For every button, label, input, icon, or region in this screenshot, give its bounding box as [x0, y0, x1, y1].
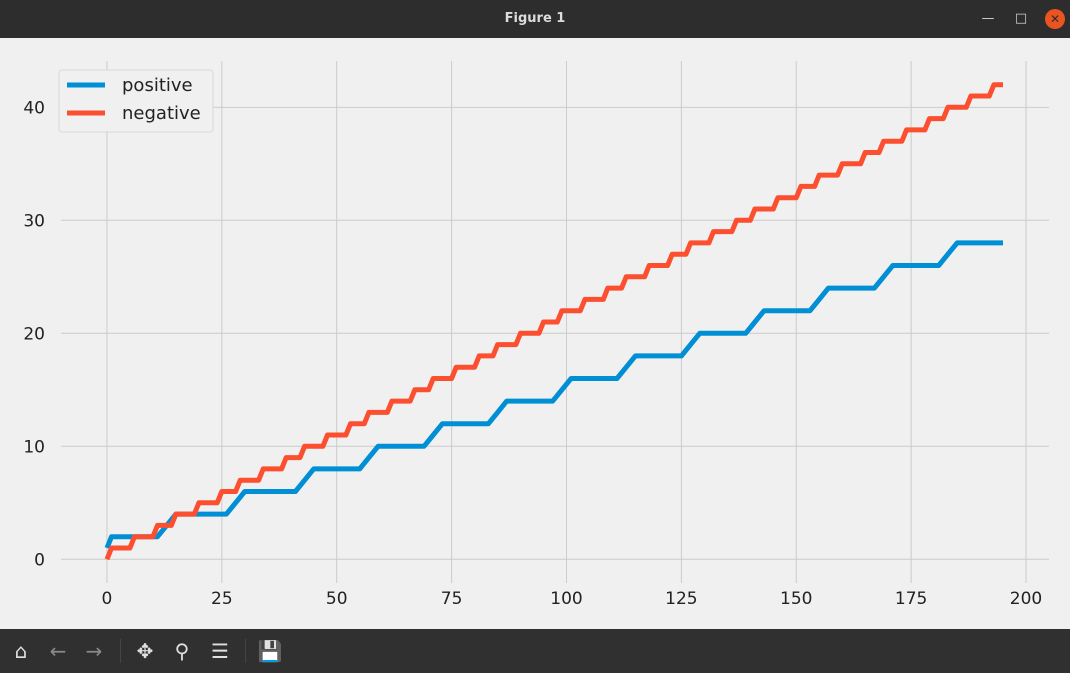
legend-label: positive: [122, 75, 193, 96]
y-tick-label: 20: [23, 324, 45, 344]
zoom-icon[interactable]: ⚲: [174, 639, 190, 663]
navigation-toolbar: ⌂ ← → ✥ ⚲ ☰ 💾: [0, 629, 1070, 673]
close-icon[interactable]: ✕: [1045, 9, 1065, 29]
chart-series: [104, 82, 1003, 561]
back-icon[interactable]: ←: [49, 639, 67, 663]
y-tick-label: 40: [23, 98, 45, 118]
toolbar-separator: [120, 639, 121, 663]
x-tick-label: 50: [326, 589, 348, 609]
y-tick-label: 30: [23, 211, 45, 231]
x-tick-label: 175: [895, 589, 927, 609]
window-titlebar: Figure 1 — □ ✕: [0, 0, 1070, 38]
forward-icon[interactable]: →: [85, 639, 103, 663]
window-title: Figure 1: [504, 11, 566, 26]
grid: [61, 61, 1049, 583]
x-tick-label: 75: [441, 589, 463, 609]
x-tick-label: 25: [211, 589, 233, 609]
x-tick-label: 200: [1010, 589, 1042, 609]
save-icon[interactable]: 💾: [257, 639, 283, 663]
x-tick-label: 0: [102, 589, 113, 609]
x-tick-label: 150: [780, 589, 812, 609]
home-icon[interactable]: ⌂: [14, 639, 28, 663]
legend: positive negative: [58, 69, 214, 133]
maximize-icon[interactable]: □: [1014, 11, 1028, 26]
legend-label: negative: [122, 103, 201, 124]
y-tick-label: 0: [34, 550, 45, 570]
minimize-icon[interactable]: —: [981, 11, 995, 26]
toolbar-separator: [245, 639, 246, 663]
x-tick-label: 100: [550, 589, 582, 609]
configure-subplots-icon[interactable]: ☰: [211, 639, 229, 663]
figure-canvas: 0 25 50 75 100 125 150 175 200 0 10 20 30 40 positive…: [0, 38, 1070, 629]
series-line-positive: [104, 240, 1003, 549]
tick-labels: 0 25 50 75 100 125 150 175 200 0 10 20 30 40: [23, 98, 1042, 609]
line-chart: 0 25 50 75 100 125 150 175 200 0 10 20 30 40 positive…: [23, 61, 1049, 609]
y-tick-label: 10: [23, 437, 45, 457]
pan-icon[interactable]: ✥: [136, 639, 154, 663]
series-line-negative: [104, 82, 1003, 561]
x-tick-label: 125: [665, 589, 697, 609]
